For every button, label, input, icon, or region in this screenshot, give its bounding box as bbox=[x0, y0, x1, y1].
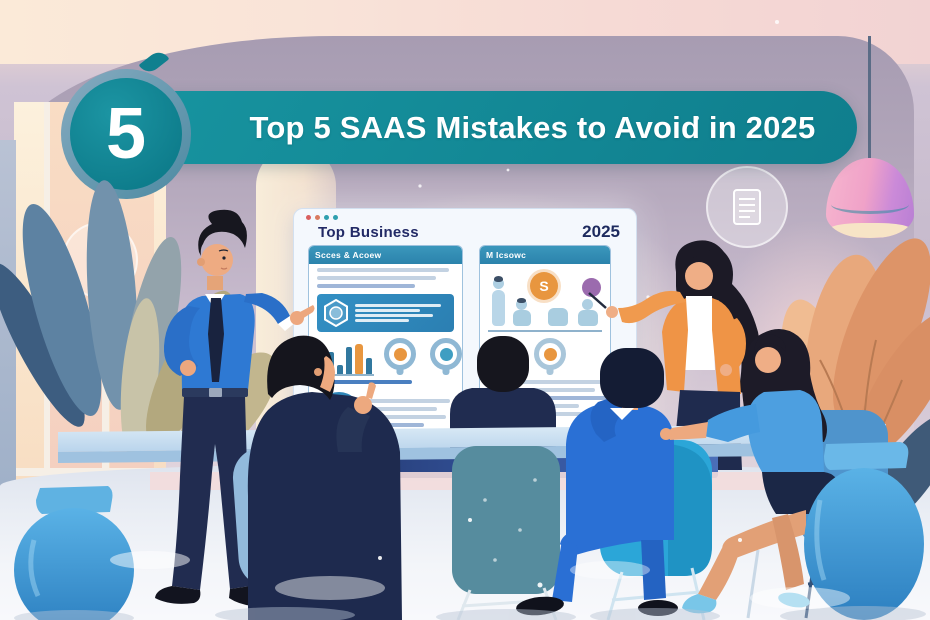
wall-edge bbox=[0, 140, 16, 500]
number-badge: 5 bbox=[70, 78, 182, 190]
bar bbox=[319, 362, 325, 374]
magnifier-icon bbox=[430, 338, 462, 370]
bar bbox=[328, 352, 334, 374]
bar bbox=[366, 358, 372, 374]
text-line bbox=[369, 423, 425, 427]
slide-panel-left: Scces & Acoew bbox=[308, 245, 463, 433]
bar-chart bbox=[317, 338, 462, 376]
text-line bbox=[369, 399, 450, 403]
figure bbox=[492, 290, 505, 326]
text-line bbox=[355, 304, 441, 307]
window-dot bbox=[306, 215, 311, 220]
banner-title: Top 5 SAAS Mistakes to Avoid in 2025 bbox=[249, 109, 816, 145]
right-panel-header: M Icsowc bbox=[480, 246, 610, 264]
text-line bbox=[317, 380, 412, 384]
text-line bbox=[317, 284, 415, 288]
bar bbox=[337, 365, 343, 374]
bar bbox=[346, 347, 352, 374]
text-line bbox=[369, 407, 437, 411]
figure bbox=[578, 310, 598, 326]
text-line bbox=[317, 268, 449, 272]
magnifier-icon bbox=[534, 338, 566, 370]
text-line bbox=[369, 415, 446, 419]
donut-chart bbox=[317, 392, 454, 432]
donut bbox=[317, 392, 361, 432]
window-dot bbox=[315, 215, 320, 220]
text-line bbox=[488, 380, 605, 384]
audience-figures: S bbox=[486, 268, 604, 326]
window-frame bbox=[44, 102, 50, 490]
magnifier-icon bbox=[488, 338, 520, 370]
magnifier-icon bbox=[384, 338, 416, 370]
bar-group bbox=[317, 342, 374, 376]
pink-wall-glow bbox=[714, 220, 914, 480]
figure bbox=[548, 308, 568, 326]
window-dot bbox=[333, 215, 338, 220]
text-line bbox=[355, 309, 421, 312]
text-line bbox=[355, 314, 434, 317]
text-line bbox=[488, 396, 608, 400]
purple-dot bbox=[582, 278, 601, 297]
divider bbox=[488, 330, 602, 332]
figure-head bbox=[493, 278, 504, 289]
figure-hair bbox=[494, 276, 503, 282]
text-line bbox=[488, 412, 600, 416]
document-glow-circle bbox=[706, 166, 788, 248]
bar bbox=[355, 344, 363, 374]
idea-glow-circle bbox=[62, 222, 138, 298]
info-box bbox=[317, 294, 454, 332]
magnifier-icons bbox=[384, 338, 462, 370]
slide-panel-right: M Icsowc S bbox=[479, 245, 611, 433]
screen-year: 2025 bbox=[582, 222, 620, 241]
lamp-cord bbox=[868, 36, 871, 164]
pencil-icon bbox=[330, 403, 356, 423]
text-line bbox=[355, 319, 409, 322]
text-line bbox=[488, 404, 579, 408]
shield-hexagon-icon bbox=[324, 299, 348, 327]
figure-head bbox=[582, 299, 593, 310]
screen-title: Top Business bbox=[318, 224, 419, 241]
window-dot bbox=[324, 215, 329, 220]
presentation-screen: Top Business 2025 Scces & Acoew bbox=[293, 208, 637, 454]
title-banner: Top 5 SAAS Mistakes to Avoid in 2025 bbox=[150, 91, 857, 164]
text-line bbox=[488, 388, 595, 392]
document-icon bbox=[733, 189, 761, 225]
lamp-rim bbox=[829, 223, 911, 238]
coin-icon: S bbox=[530, 272, 558, 300]
lamp-stripe bbox=[831, 195, 909, 214]
figure-head bbox=[516, 299, 527, 310]
figure-hair bbox=[517, 298, 526, 303]
magnifier-icons bbox=[488, 338, 602, 370]
left-panel-header: Scces & Acoew bbox=[309, 246, 462, 264]
text-line bbox=[317, 276, 437, 280]
lightbulb-icon bbox=[89, 243, 111, 273]
figure bbox=[513, 310, 531, 326]
pendant-lamp bbox=[826, 158, 914, 238]
window-controls bbox=[294, 209, 636, 222]
